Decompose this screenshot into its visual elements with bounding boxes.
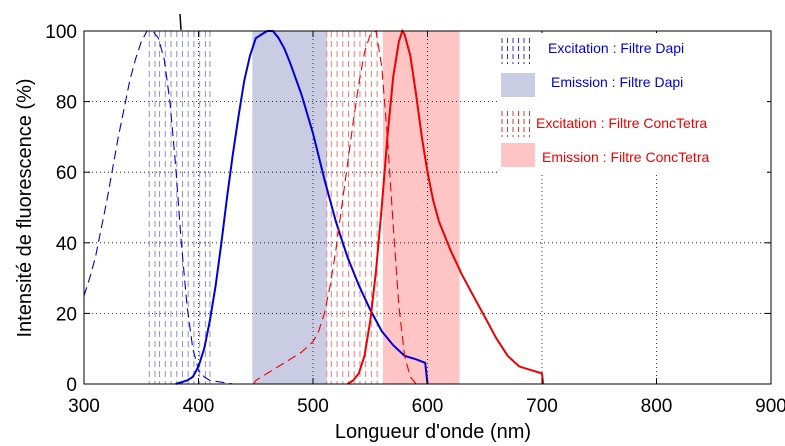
y-tick-label: 40 <box>56 234 77 255</box>
x-tick-label: 300 <box>68 396 100 417</box>
series-line-2 <box>253 30 417 385</box>
emission-band-0 <box>252 31 327 384</box>
legend-entry-3: Emission : Filtre ConcTetra <box>501 143 709 167</box>
legend-entry-0: Excitation : Filtre Dapi <box>501 38 684 64</box>
legend-swatch <box>501 73 535 97</box>
legend-background <box>497 33 767 173</box>
y-tick-label: 20 <box>56 304 77 325</box>
y-tick-label: 0 <box>66 375 77 396</box>
y-axis-label: Intensité de fluorescence (%) <box>14 78 36 337</box>
legend-entry-1: Emission : Filtre Dapi <box>501 73 683 97</box>
axis-ticks: 300 400 500 600 700 800 900 0 20 40 60 80 100 <box>45 22 785 417</box>
x-axis-label: Longueur d'onde (nm) <box>335 421 531 443</box>
y-tick-label: 60 <box>56 163 77 184</box>
x-tick-label: 600 <box>412 396 444 417</box>
legend-label: Emission : Filtre ConcTetra <box>542 149 709 165</box>
y-tick-label: 80 <box>56 93 77 114</box>
legend: Excitation : Filtre Dapi Emission : Filtr… <box>497 33 767 173</box>
series-line-3 <box>346 28 545 385</box>
x-tick-label: 400 <box>183 396 215 417</box>
legend-label: Excitation : Filtre Dapi <box>548 40 684 56</box>
legend-swatch <box>501 143 535 167</box>
emission-band-1 <box>382 31 460 384</box>
x-tick-label: 700 <box>526 396 558 417</box>
x-tick-label: 800 <box>641 396 673 417</box>
top-marker-line <box>179 13 182 31</box>
series-line-0 <box>83 30 233 385</box>
emission-bands <box>252 31 460 384</box>
legend-label: Excitation : Filtre ConcTetra <box>536 115 707 131</box>
x-tick-label: 500 <box>297 396 329 417</box>
x-tick-label: 900 <box>755 396 785 417</box>
y-tick-label: 100 <box>45 22 77 43</box>
legend-entry-2: Excitation : Filtre ConcTetra <box>501 111 707 137</box>
legend-label: Emission : Filtre Dapi <box>551 74 683 90</box>
excitation-filter-lines <box>148 31 378 384</box>
